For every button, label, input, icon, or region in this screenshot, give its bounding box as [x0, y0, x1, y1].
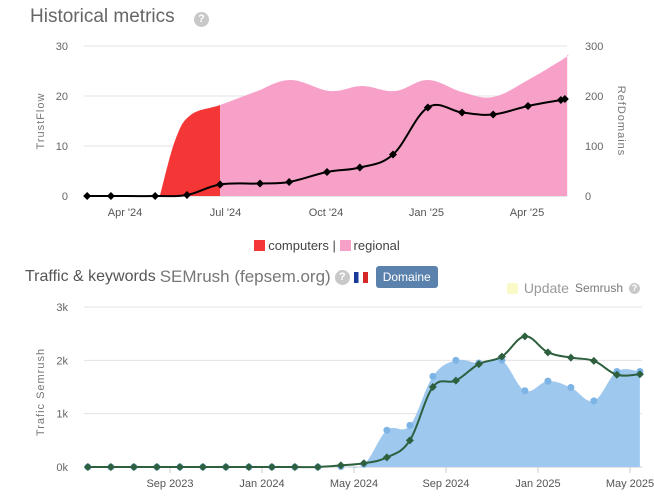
france-flag-icon: [353, 271, 368, 283]
update-link[interactable]: Update: [523, 280, 569, 296]
traffic-line-point: [543, 348, 552, 357]
refdomains-area-regional: [220, 55, 569, 196]
update-indicator-icon: [506, 282, 518, 294]
traffic-keywords-header: Traffic & keywords SEMrush (fepsem.org) …: [25, 266, 438, 288]
traffic-line-point: [336, 461, 345, 470]
traffic-line-point: [313, 463, 322, 471]
traffic-line-point: [635, 370, 644, 379]
traffic-area-point: [429, 372, 437, 380]
trustflow-point: [106, 192, 115, 200]
domaine-button[interactable]: Domaine: [375, 266, 438, 288]
traffic-area-point: [544, 377, 552, 385]
traffic-area: [87, 358, 640, 468]
trustflow-point: [458, 108, 467, 117]
traffic-line-point: [83, 463, 92, 471]
historical-metrics-title: Historical metrics ?: [30, 6, 209, 28]
y2-tick-label: 200: [585, 91, 603, 103]
traffic-line-point: [451, 376, 460, 385]
x-tick-label: May 2025: [606, 478, 654, 490]
help-icon[interactable]: ?: [193, 12, 209, 27]
traffic-line-point: [405, 436, 414, 445]
traffic-line-point: [244, 463, 253, 471]
y-tick-label: 10: [56, 141, 68, 153]
trustflow-point: [489, 110, 498, 119]
traffic-source: SEMrush (fepsem.org): [159, 267, 331, 286]
traffic-line-point: [520, 332, 529, 341]
traffic-line-point: [497, 352, 506, 361]
help-icon[interactable]: ?: [334, 269, 350, 285]
y2-tick-label: 0: [585, 191, 591, 203]
refdomains-area-computers: [159, 105, 221, 196]
traffic-line-point: [221, 463, 230, 471]
y-tick-label: 1k: [56, 409, 68, 421]
traffic-area-point: [406, 421, 414, 429]
trustflow-point: [256, 179, 265, 188]
traffic-area-point: [383, 426, 391, 434]
x-tick-label: Apr '25: [510, 207, 545, 219]
chart-legend: computers | regional: [0, 238, 654, 253]
y-tick-label: 2k: [56, 355, 68, 367]
y-tick-label: 3k: [56, 302, 68, 314]
traffic-line-point: [129, 463, 138, 471]
legend-swatch: [339, 240, 351, 251]
trustflow-point: [83, 192, 92, 200]
traffic-area-point: [567, 384, 575, 392]
trustflow-point: [560, 95, 569, 103]
trustflow-point: [182, 191, 191, 199]
y2-axis-label: RefDomains: [615, 86, 627, 157]
help-icon[interactable]: ?: [629, 282, 640, 294]
historical-metrics-chart: 0 0 10 100 20 200 30 300 Apr '24 Jul '24 Oct '24 Ja…: [35, 41, 627, 219]
y2-tick-label: 300: [585, 41, 603, 53]
y-tick-label: 0k: [56, 462, 68, 474]
legend-item-computers[interactable]: computers: [254, 238, 329, 253]
legend-swatch: [254, 240, 266, 251]
x-tick-label: Oct '24: [309, 207, 344, 219]
traffic-line-point: [175, 463, 184, 471]
trustflow-point: [323, 168, 332, 176]
traffic-area-point: [521, 387, 529, 395]
x-tick-label: Jan 2025: [515, 478, 560, 490]
trustflow-point: [423, 103, 432, 112]
y-axis-label: TrustFlow: [35, 93, 47, 150]
x-tick-label: Jan '25: [409, 207, 444, 219]
x-tick-label: Sep 2023: [146, 478, 193, 490]
traffic-line-point: [359, 459, 368, 468]
traffic-line-point: [566, 353, 575, 362]
traffic-line-point: [152, 463, 161, 471]
traffic-area-point: [590, 397, 598, 405]
traffic-title: Traffic & keywords: [25, 268, 156, 285]
y-tick-label: 20: [56, 91, 68, 103]
legend-separator: |: [332, 238, 336, 253]
y-tick-label: 0: [62, 191, 68, 203]
traffic-chart: 0k 1k 2k 3k Sep 2023 Jan 2024 May 2024 Sep 2024…: [35, 302, 654, 490]
x-tick-label: Apr '24: [108, 207, 143, 219]
trustflow-point: [285, 178, 294, 186]
x-tick-label: Jul '24: [210, 207, 241, 219]
traffic-line-point: [198, 463, 207, 471]
update-semrush: Update Semrush ?: [506, 280, 640, 296]
trustflow-point: [151, 192, 160, 200]
traffic-line-point: [382, 453, 391, 462]
traffic-line-point: [428, 383, 437, 391]
traffic-line-point: [474, 360, 483, 369]
traffic-line-point: [106, 463, 115, 471]
traffic-area-point: [452, 356, 460, 364]
y2-tick-label: 100: [585, 141, 603, 153]
legend-item-regional[interactable]: regional: [339, 238, 400, 253]
trustflow-line: [87, 98, 567, 198]
x-tick-label: May 2024: [330, 478, 378, 490]
traffic-line-point: [612, 370, 621, 379]
trustflow-point: [216, 180, 225, 189]
traffic-line-point: [290, 463, 299, 471]
x-tick-label: Jan 2024: [239, 478, 284, 490]
trustflow-point: [524, 102, 533, 110]
trustflow-point: [355, 163, 364, 172]
y-tick-label: 30: [56, 41, 68, 53]
traffic-line-point: [267, 463, 276, 471]
y-axis-label: Trafic Semrush: [35, 348, 47, 436]
traffic-line-point: [589, 356, 598, 365]
trustflow-point: [389, 150, 397, 159]
x-tick-label: Sep 2024: [422, 478, 469, 490]
